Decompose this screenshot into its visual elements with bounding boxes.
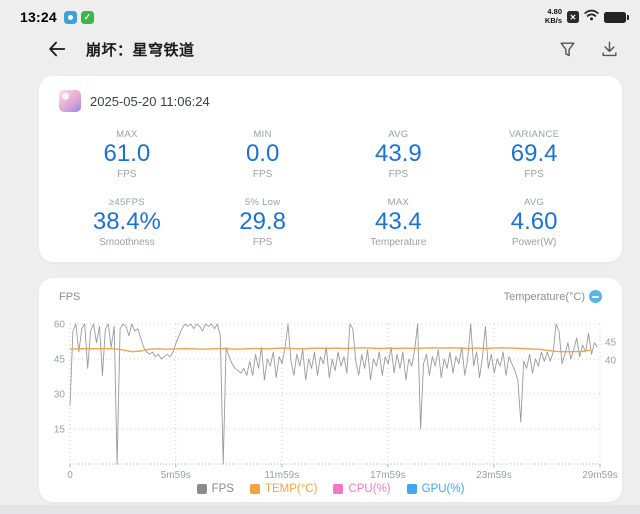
chart-legend: FPS TEMP(°C) CPU(%) GPU(%) <box>39 483 622 495</box>
legend-fps-swatch <box>196 484 207 494</box>
game-app-icon <box>59 90 81 112</box>
x-axis-tick-label: 17m59s <box>370 470 406 481</box>
stat-min-fps: MIN 0.0 FPS <box>245 129 280 180</box>
notification-app-icon <box>63 10 77 24</box>
stats-grid: MAX 61.0 FPS MIN 0.0 FPS AVG 43.9 FPS VARIANCE… <box>59 129 602 248</box>
legend-fps[interactable]: FPS <box>196 483 234 495</box>
download-button[interactable] <box>598 38 620 60</box>
stat-variance: VARIANCE 69.4 FPS <box>508 129 560 180</box>
left-axis-tick-label: 30 <box>54 390 66 401</box>
temperature-axis-toggle-icon[interactable] <box>589 290 602 303</box>
network-speed: 4.80 KB/s <box>544 7 562 25</box>
x-axis-tick-label: 29m59s <box>582 470 618 481</box>
left-axis-tick-label: 45 <box>54 355 66 366</box>
legend-gpu-swatch <box>406 484 417 494</box>
status-bar: 13:24 ✓ 4.80 KB/s ✕ <box>0 6 640 28</box>
legend-cpu[interactable]: CPU(%) <box>333 483 391 495</box>
x-axis-tick-label: 5m59s <box>161 470 191 481</box>
bottom-gesture-strip <box>0 505 640 514</box>
right-axis-title: Temperature(°C) <box>503 290 585 303</box>
session-timestamp: 2025-05-20 11:06:24 <box>90 93 210 109</box>
filter-button[interactable] <box>556 38 578 60</box>
stat-max-fps: MAX 61.0 FPS <box>103 129 151 180</box>
header: 崩坏：星穹铁道 <box>0 34 640 64</box>
page-title: 崩坏：星穹铁道 <box>86 41 195 59</box>
x-axis-tick-label: 23m59s <box>476 470 512 481</box>
stat-smoothness: ≥45FPS 38.4% Smoothness <box>92 196 161 248</box>
chart-area[interactable]: 60 45 30 15 0 5m59s 11m59s 17m59s 23m59s 29m59s 45… <box>39 311 622 483</box>
legend-temp-swatch <box>249 484 260 494</box>
right-axis-tick-label: 45 <box>605 338 617 349</box>
series-tempc <box>69 347 592 353</box>
stat-avg-power: AVG 4.60 Power(W) <box>510 196 558 248</box>
x-axis-tick-label: 11m59s <box>264 470 299 481</box>
fps-temperature-chart[interactable]: 60 45 30 15 0 5m59s 11m59s 17m59s 23m59s 29m59s 45… <box>39 311 622 483</box>
session-row: 2025-05-20 11:06:24 <box>59 90 602 112</box>
wifi-icon <box>584 8 599 26</box>
right-axis-tick-label: 40 <box>605 356 617 367</box>
stats-card: 2025-05-20 11:06:24 MAX 61.0 FPS MIN 0.0 FPS… <box>39 76 622 262</box>
no-sim-icon: ✕ <box>567 11 579 23</box>
x-axis-tick-label: 0 <box>67 470 73 481</box>
stat-5pct-low: 5% Low 29.8 FPS <box>239 196 286 248</box>
back-button[interactable] <box>44 36 70 62</box>
legend-cpu-swatch <box>333 484 344 494</box>
chart-header: FPS Temperature(°C) <box>59 290 602 303</box>
stat-max-temperature: MAX 43.4 Temperature <box>370 196 427 248</box>
legend-gpu[interactable]: GPU(%) <box>406 483 464 495</box>
legend-temp[interactable]: TEMP(°C) <box>249 483 317 495</box>
chart-card: FPS Temperature(°C) 60 45 30 15 0 5m59s 11m59s… <box>39 278 622 502</box>
stat-avg-fps: AVG 43.9 FPS <box>375 129 422 180</box>
check-notification-icon: ✓ <box>80 10 94 24</box>
series-fps <box>69 323 598 465</box>
left-axis-title: FPS <box>59 290 81 303</box>
battery-icon <box>604 11 629 23</box>
left-axis-tick-label: 15 <box>54 425 66 436</box>
left-axis-tick-label: 60 <box>54 320 66 331</box>
clock: 13:24 <box>20 9 57 25</box>
